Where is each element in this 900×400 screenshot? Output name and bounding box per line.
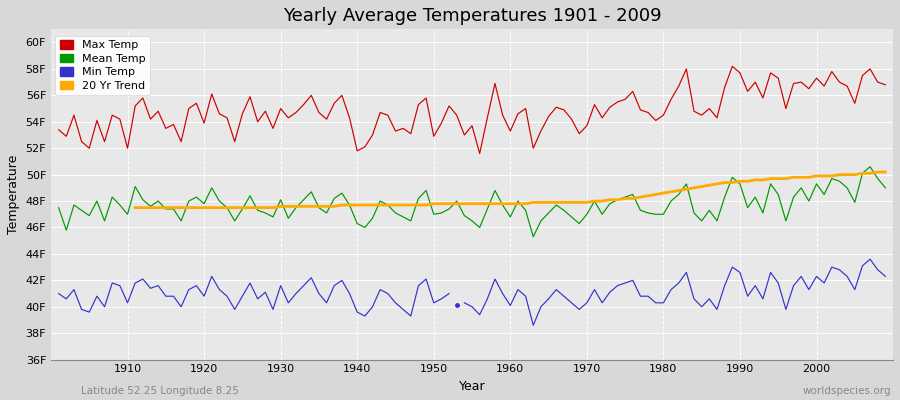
Text: Latitude 52.25 Longitude 8.25: Latitude 52.25 Longitude 8.25: [81, 386, 239, 396]
Text: worldspecies.org: worldspecies.org: [803, 386, 891, 396]
X-axis label: Year: Year: [459, 380, 485, 393]
Legend: Max Temp, Mean Temp, Min Temp, 20 Yr Trend: Max Temp, Mean Temp, Min Temp, 20 Yr Tre…: [55, 36, 150, 95]
Y-axis label: Temperature: Temperature: [7, 155, 20, 234]
Title: Yearly Average Temperatures 1901 - 2009: Yearly Average Temperatures 1901 - 2009: [283, 7, 662, 25]
